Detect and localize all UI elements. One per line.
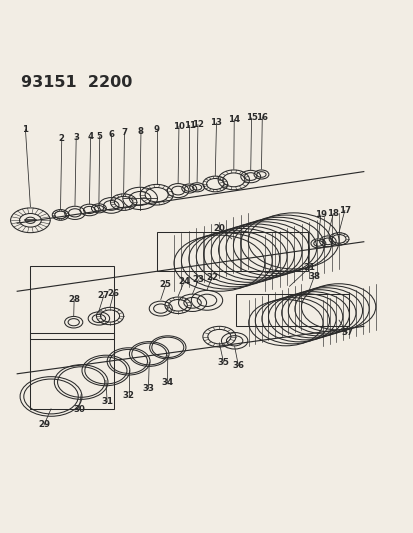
Text: 1: 1 <box>22 125 28 134</box>
Text: 33: 33 <box>142 384 154 393</box>
Text: 31: 31 <box>101 397 113 406</box>
Bar <box>29 333 114 409</box>
Text: 14: 14 <box>228 115 240 124</box>
Text: 28: 28 <box>68 295 80 304</box>
Text: 27: 27 <box>97 291 109 300</box>
Text: 12: 12 <box>192 120 204 129</box>
Text: 38: 38 <box>308 272 320 281</box>
Bar <box>235 294 349 326</box>
Text: 37: 37 <box>340 328 353 337</box>
Text: 20: 20 <box>213 224 225 232</box>
Text: 30: 30 <box>73 405 85 414</box>
Text: 22: 22 <box>205 273 217 282</box>
Text: 29: 29 <box>38 421 50 430</box>
Text: 34: 34 <box>161 378 173 387</box>
Bar <box>157 232 307 271</box>
Bar <box>29 266 114 338</box>
Text: 25: 25 <box>159 280 171 289</box>
Text: 23: 23 <box>192 275 204 284</box>
Text: 8: 8 <box>138 127 144 136</box>
Text: 10: 10 <box>173 122 185 131</box>
Text: 6: 6 <box>108 130 114 139</box>
Text: 3: 3 <box>73 133 79 142</box>
Text: 18: 18 <box>326 209 338 218</box>
Text: 24: 24 <box>178 277 190 286</box>
Text: 7: 7 <box>121 128 127 138</box>
Text: 93151  2200: 93151 2200 <box>21 75 133 90</box>
Text: 13: 13 <box>210 118 222 127</box>
Text: 19: 19 <box>314 211 326 220</box>
Text: 15: 15 <box>245 114 257 123</box>
Text: 9: 9 <box>153 125 159 134</box>
Text: 32: 32 <box>122 391 134 400</box>
Text: 36: 36 <box>232 361 244 370</box>
Text: 21: 21 <box>303 263 315 272</box>
Text: 17: 17 <box>338 206 350 215</box>
Text: 26: 26 <box>107 289 119 298</box>
Text: 5: 5 <box>97 132 102 141</box>
Text: 16: 16 <box>256 112 268 122</box>
Text: 35: 35 <box>217 358 229 367</box>
Text: 11: 11 <box>183 121 195 130</box>
Text: 4: 4 <box>88 132 93 141</box>
Text: 2: 2 <box>59 134 64 143</box>
